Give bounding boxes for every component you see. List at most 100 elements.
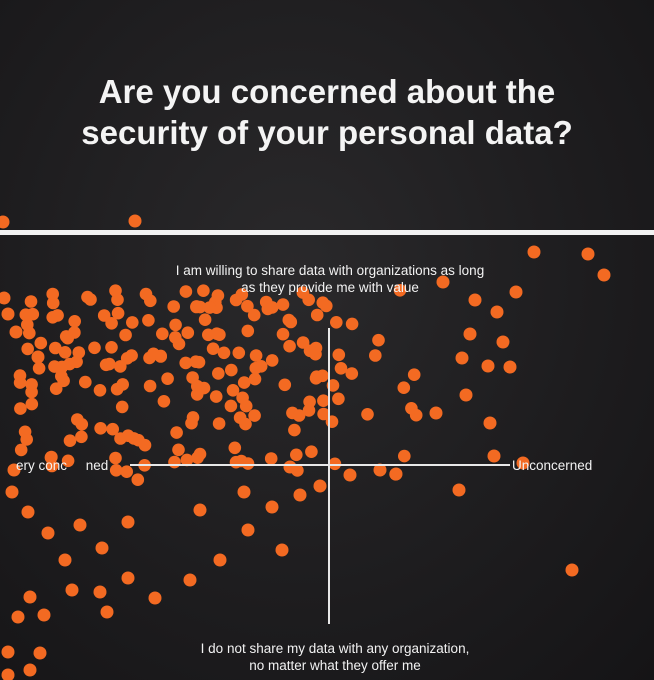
- sticker-dot: [9, 325, 23, 339]
- sticker-dot: [212, 417, 226, 430]
- sticker-dot: [23, 663, 37, 677]
- sticker-dot: [293, 488, 307, 502]
- axis-label-left: ery conc ned: [16, 458, 109, 473]
- sticker-dot: [157, 395, 171, 408]
- sticker-dot: [330, 316, 343, 329]
- sticker-dot: [63, 434, 77, 448]
- sticker-dot: [481, 359, 495, 373]
- sticker-dot: [248, 372, 262, 386]
- axis-label-bottom-line-1: I do not share my data with any organiza…: [200, 641, 470, 656]
- sticker-dot: [121, 571, 135, 585]
- sticker-dot: [197, 284, 210, 298]
- sticker-dot: [103, 357, 116, 371]
- sticker-dot: [125, 349, 138, 362]
- sticker-dot: [217, 346, 231, 360]
- sticker-dot: [309, 372, 323, 385]
- sticker-dot: [361, 408, 374, 421]
- sticker-dot: [75, 430, 88, 444]
- sticker-dot: [393, 284, 407, 297]
- sticker-dot: [179, 356, 192, 370]
- sticker-dot: [19, 308, 33, 322]
- sticker-dot: [239, 399, 253, 413]
- sticker-dot: [88, 341, 101, 355]
- sticker-dot: [114, 432, 127, 445]
- sticker-dot: [225, 363, 238, 377]
- poster-title-line-1: Are you concerned about the: [98, 73, 556, 110]
- axis-label-top: I am willing to share data with organiza…: [120, 262, 540, 296]
- poster-title-line-2: security of your personal data?: [81, 114, 573, 151]
- sticker-dot: [317, 407, 330, 421]
- sticker-dot: [264, 452, 278, 465]
- sticker-dot: [405, 402, 418, 415]
- sticker-dot: [398, 449, 411, 463]
- sticker-dot: [13, 369, 27, 382]
- sticker-dot: [332, 348, 346, 362]
- divider-line: [0, 230, 654, 235]
- sticker-dot: [310, 308, 324, 322]
- sticker-dot: [58, 553, 72, 567]
- sticker-dot: [241, 299, 254, 313]
- sticker-dot: [516, 456, 530, 470]
- sticker-dot: [241, 324, 255, 338]
- sticker-dot: [169, 331, 182, 344]
- sticker-dot: [212, 367, 225, 380]
- sticker-dot: [14, 443, 28, 457]
- sticker-dot: [509, 285, 523, 299]
- sticker-dot: [265, 354, 279, 367]
- sticker-dot: [46, 296, 60, 310]
- sticker-dot: [320, 299, 333, 313]
- sticker-dot: [142, 314, 155, 327]
- sticker-dot: [203, 301, 216, 314]
- sticker-dot: [581, 247, 595, 261]
- sticker-dot: [527, 245, 541, 259]
- sticker-dot: [1, 668, 15, 680]
- sticker-dot: [275, 543, 289, 557]
- sticker-dot: [181, 326, 195, 340]
- sticker-dot: [25, 397, 39, 411]
- sticker-dot: [407, 368, 421, 382]
- sticker-dot: [597, 268, 611, 282]
- sticker-dot: [183, 573, 197, 587]
- sticker-dot: [345, 317, 359, 331]
- sticker-dot: [23, 326, 36, 340]
- sticker-dot: [372, 333, 385, 347]
- sticker-dot: [317, 394, 330, 408]
- sticker-dot: [455, 351, 469, 365]
- sticker-dot: [71, 413, 84, 426]
- sticker-dot: [503, 360, 517, 374]
- sticker-dot: [296, 336, 310, 349]
- sticker-dot: [249, 349, 263, 362]
- sticker-dot: [144, 294, 157, 308]
- axis-label-bottom-line-2: no matter what they offer me: [249, 658, 421, 673]
- sticker-dot: [18, 425, 32, 439]
- sticker-dot: [106, 422, 119, 436]
- sticker-dot: [7, 463, 21, 477]
- sticker-dot: [61, 331, 74, 345]
- sticker-dot: [291, 464, 304, 477]
- sticker-dot: [496, 335, 510, 349]
- sticker-dot: [241, 523, 255, 537]
- sticker-dot: [190, 300, 203, 313]
- sticker-dot: [105, 317, 118, 330]
- vertical-axis: [328, 328, 330, 624]
- sticker-dot: [265, 301, 279, 314]
- sticker-dot: [213, 553, 227, 567]
- sticker-dot: [1, 307, 15, 321]
- sticker-dot: [345, 367, 359, 380]
- sticker-dot: [193, 447, 207, 461]
- sticker-dot: [1, 645, 15, 659]
- sticker-dot: [288, 423, 301, 437]
- sticker-dot: [290, 448, 303, 462]
- sticker-dot: [332, 392, 345, 406]
- sticker-dot: [224, 399, 238, 413]
- sticker-dot: [55, 369, 68, 383]
- sticker-dot: [21, 342, 34, 356]
- sticker-dot: [247, 308, 261, 322]
- sticker-dot: [254, 360, 268, 373]
- sticker-dot: [114, 360, 127, 373]
- sticker-dot: [373, 463, 387, 477]
- sticker-dot: [228, 441, 242, 455]
- sticker-dot: [73, 518, 87, 532]
